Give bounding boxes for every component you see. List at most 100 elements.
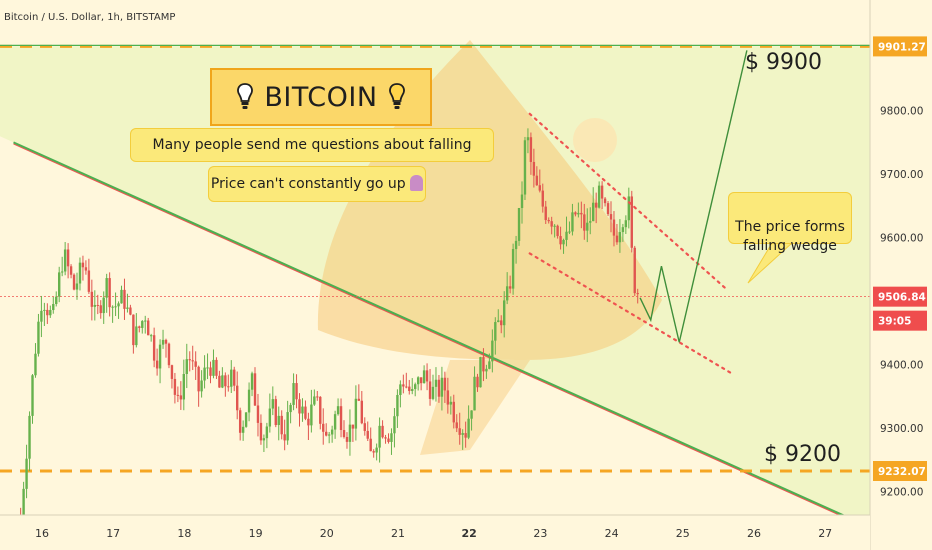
candle [69, 264, 73, 279]
candle-body [416, 377, 420, 385]
candle-body [609, 214, 613, 220]
candle [120, 285, 123, 304]
candle-body [63, 249, 67, 272]
resistance-price-tag-bg [873, 36, 927, 57]
candle-body [289, 404, 292, 413]
candle-body [597, 185, 601, 208]
candle [606, 200, 610, 216]
candle [514, 235, 518, 264]
candle-body [446, 390, 450, 405]
candle-body [437, 379, 441, 397]
candle [60, 256, 64, 277]
candle-body [327, 434, 331, 436]
candle [405, 372, 408, 389]
candle-body [606, 203, 610, 215]
candle [325, 423, 328, 437]
candle [336, 398, 340, 416]
candle [476, 373, 479, 392]
candle [431, 374, 435, 401]
candle [461, 429, 464, 450]
candle-body [46, 309, 49, 316]
candle [621, 223, 625, 242]
candle-body [491, 340, 494, 362]
candle-body [206, 367, 209, 369]
candle [301, 398, 304, 422]
candle [571, 203, 574, 236]
candle-body [553, 225, 556, 227]
candle-body [241, 426, 245, 433]
candle-body [586, 222, 589, 231]
candle [34, 343, 37, 378]
candle [470, 410, 473, 431]
questions-callout: Many people send me questions about fall… [130, 128, 494, 185]
candle [155, 348, 159, 376]
candle-body [25, 458, 28, 489]
candle-body [236, 385, 239, 411]
candle-body [348, 424, 352, 442]
candle [185, 343, 188, 389]
countdown-tag: 39:05 [878, 316, 911, 328]
candle [565, 216, 568, 247]
candle [253, 367, 257, 406]
time-tick-label: 24 [605, 527, 619, 540]
candle [135, 313, 138, 348]
target-low-label: $ 9200 [764, 442, 841, 467]
candle [206, 353, 209, 380]
candle-body [203, 367, 206, 381]
candle [387, 433, 390, 444]
candle [256, 393, 260, 437]
candle [597, 181, 601, 209]
candle-body [120, 289, 123, 304]
support-price-tag-bg [873, 461, 927, 482]
candle [339, 398, 343, 438]
candle-body [366, 430, 369, 439]
candle-body [503, 300, 506, 326]
candle [286, 400, 289, 445]
candle-body [425, 370, 429, 382]
candle-body [422, 370, 426, 384]
candle-body [594, 202, 598, 208]
candle-body [351, 424, 355, 429]
candle-body [455, 422, 458, 429]
candle-body [325, 431, 328, 436]
candle [218, 370, 221, 388]
candle [600, 181, 604, 210]
candle [176, 386, 180, 403]
candle [473, 366, 476, 411]
candle [550, 216, 553, 235]
candle [500, 315, 503, 334]
candle-body [458, 428, 461, 435]
candle-body [603, 198, 607, 204]
candle-body [277, 415, 280, 426]
candle-body [221, 375, 224, 388]
candle [123, 278, 126, 320]
candle-body [517, 208, 521, 241]
candle-body [200, 380, 203, 392]
candle [440, 366, 444, 411]
candle [636, 288, 639, 304]
candle-body [176, 394, 180, 396]
candle-body [532, 161, 536, 176]
candle-body [541, 190, 544, 207]
candle [49, 305, 52, 318]
candle [366, 421, 369, 441]
candle [482, 348, 485, 382]
candle [20, 507, 22, 515]
candle-body [105, 278, 108, 298]
candle [170, 364, 174, 389]
candle [144, 315, 147, 334]
candle-body [114, 306, 117, 308]
candle-body [197, 366, 200, 392]
candle-body [58, 272, 61, 297]
candle-body [250, 373, 254, 390]
time-tick-label: 25 [676, 527, 690, 540]
candle-body [500, 320, 503, 326]
candle [535, 166, 539, 186]
candle-body [49, 310, 52, 316]
candle [402, 374, 405, 394]
candle-body [411, 389, 414, 391]
projection-path [639, 50, 748, 343]
candle [411, 378, 414, 395]
candle [197, 365, 200, 407]
